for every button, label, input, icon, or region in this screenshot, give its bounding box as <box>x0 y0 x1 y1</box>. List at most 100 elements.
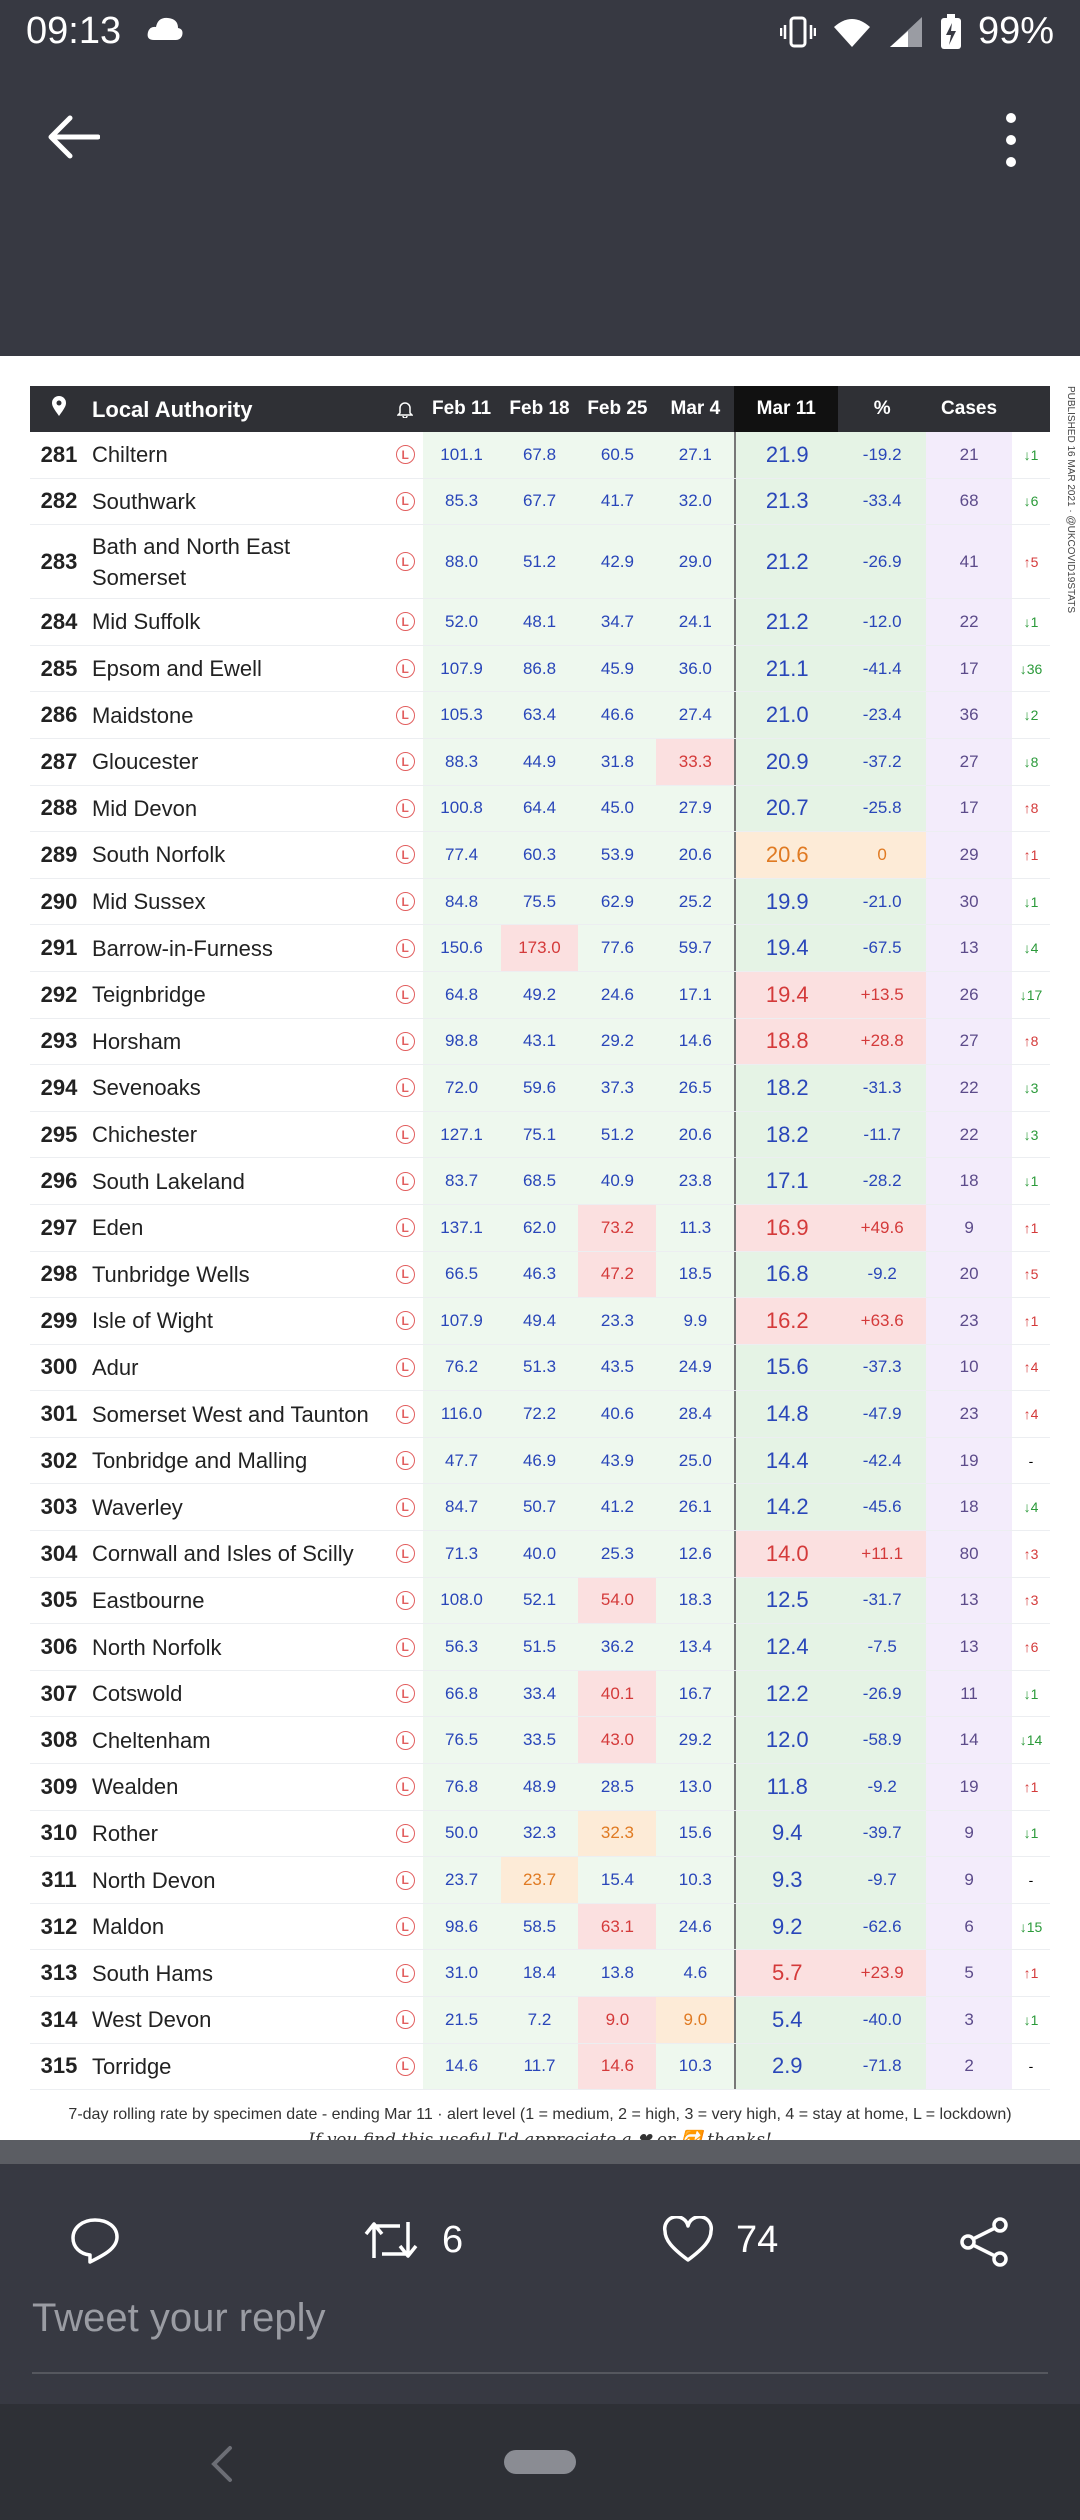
lockdown-badge: L <box>395 552 415 572</box>
table-row: 315 Torridge L 14.6 11.7 14.6 10.3 2.9 -71.8 2- <box>30 2043 1050 2091</box>
cases-count: 9 <box>926 1857 1013 1903</box>
rank-change: - <box>1028 1872 1034 1889</box>
bell-icon <box>397 402 414 418</box>
share-button[interactable] <box>958 2216 1012 2268</box>
rate-w4: 13.0 <box>656 1764 735 1810</box>
rank-cell: 306 <box>40 1634 78 1660</box>
lockdown-badge: L <box>395 752 415 772</box>
rate-w1: 105.3 <box>422 692 501 738</box>
rate-w2: 63.4 <box>500 692 579 738</box>
signal-icon <box>889 16 922 47</box>
lockdown-badge: L <box>395 1497 415 1517</box>
rate-w1: 137.1 <box>422 1204 501 1251</box>
current-rate: 21.1 <box>734 645 839 692</box>
authority-name: Epsom and Ewell <box>91 656 262 682</box>
rank-change: ↓2 <box>1023 707 1039 724</box>
reply-button[interactable] <box>70 2216 120 2264</box>
rate-w1: 127.1 <box>422 1111 501 1158</box>
rank-cell: 284 <box>40 608 78 634</box>
rate-w4: 26.5 <box>656 1065 735 1111</box>
lockdown-badge: L <box>395 1451 415 1471</box>
current-rate: 16.2 <box>734 1298 839 1344</box>
rate-w4: 25.2 <box>656 878 735 925</box>
rate-w3: 51.2 <box>578 1111 657 1158</box>
rank-change: ↓3 <box>1023 1126 1039 1143</box>
retweet-button[interactable]: 6 <box>362 2216 463 2264</box>
retweet-icon <box>364 2222 418 2258</box>
table-row: 297 Eden L 137.1 62.0 73.2 11.3 16.9 +49.6 9 ↑1 <box>30 1204 1050 1252</box>
rate-w2: 48.9 <box>500 1764 579 1810</box>
cases-count: 20 <box>926 1251 1013 1298</box>
rate-w3: 73.2 <box>578 1204 657 1251</box>
rate-w1: 21.5 <box>422 1997 501 2043</box>
rate-w2: 51.2 <box>500 525 579 599</box>
current-rate: 14.8 <box>734 1391 839 1437</box>
rate-w2: 32.3 <box>500 1810 579 1857</box>
back-arrow-icon[interactable] <box>46 114 100 160</box>
pct-change: -7.5 <box>838 1624 927 1670</box>
rate-w4: 24.1 <box>656 599 735 645</box>
rate-w1: 31.0 <box>422 1950 501 1996</box>
rate-w2: 18.4 <box>500 1950 579 1996</box>
lockdown-badge: L <box>395 985 415 1005</box>
cases-count: 10 <box>926 1344 1013 1391</box>
authority-name: Eastbourne <box>91 1587 205 1613</box>
rate-w4: 28.4 <box>656 1391 735 1437</box>
rank-change: ↑8 <box>1023 800 1039 817</box>
tweet-actions: 6 74 Tweet your reply <box>0 2164 1080 2404</box>
rate-w1: 84.7 <box>422 1484 501 1531</box>
cases-count: 18 <box>926 1484 1013 1531</box>
alert-cell: L <box>388 1590 423 1610</box>
rate-w2: 62.0 <box>500 1204 579 1251</box>
rate-w1: 85.3 <box>422 478 501 525</box>
lockdown-badge: L <box>395 445 415 465</box>
rank-cell: 287 <box>40 748 78 774</box>
rank-cell: 291 <box>40 935 78 961</box>
authority-name: Maldon <box>91 1914 165 1940</box>
table-row: 292 Teignbridge L 64.8 49.2 24.6 17.1 19.4 +13.5… <box>30 971 1050 1019</box>
pct-change: +28.8 <box>838 1018 927 1065</box>
rate-w4: 29.2 <box>656 1717 735 1764</box>
pct-change: +49.6 <box>838 1204 927 1251</box>
rate-w2: 50.7 <box>500 1484 579 1531</box>
pct-change: -11.7 <box>838 1111 927 1158</box>
rank-change: ↑3 <box>1023 1592 1039 1609</box>
cases-count: 21 <box>926 432 1013 478</box>
authority-name: Mid Sussex <box>91 889 206 915</box>
current-rate: 9.2 <box>734 1903 839 1950</box>
cases-count: 17 <box>926 785 1013 832</box>
authority-name: Teignbridge <box>91 982 206 1008</box>
table-row: 306 North Norfolk L 56.3 51.5 36.2 13.4 12.4 -7.… <box>30 1624 1050 1671</box>
cases-count: 26 <box>926 971 1013 1018</box>
cases-count: 30 <box>926 878 1013 925</box>
cases-count: 23 <box>926 1391 1013 1437</box>
rate-w3: 43.0 <box>578 1717 657 1764</box>
reply-input[interactable]: Tweet your reply <box>32 2296 326 2340</box>
authority-name: Tunbridge Wells <box>91 1261 250 1287</box>
like-button[interactable]: 74 <box>662 2216 778 2264</box>
current-rate: 18.2 <box>734 1065 839 1111</box>
nav-back-icon[interactable] <box>210 2444 234 2484</box>
lockdown-badge: L <box>395 1357 415 1377</box>
lockdown-badge: L <box>395 2010 415 2030</box>
rate-w1: 101.1 <box>422 432 501 478</box>
lockdown-badge: L <box>395 1777 415 1797</box>
lockdown-badge: L <box>395 845 415 865</box>
cases-count: 18 <box>926 1158 1013 1204</box>
current-rate: 16.9 <box>734 1204 839 1251</box>
rate-w3: 24.6 <box>578 971 657 1018</box>
nav-home-pill[interactable] <box>504 2450 576 2474</box>
rate-w1: 84.8 <box>422 878 501 925</box>
rank-change: - <box>1028 2058 1034 2075</box>
wifi-icon <box>833 18 870 47</box>
table-row: 291 Barrow-in-Furness L 150.6 173.0 77.6 59.7 1… <box>30 925 1050 972</box>
table-row: 281 Chiltern L 101.1 67.8 60.5 27.1 21.9 -19.2 21… <box>30 432 1050 479</box>
rate-w4: 23.8 <box>656 1158 735 1204</box>
authority-name: Cotswold <box>91 1681 183 1707</box>
rank-change: ↑4 <box>1023 1406 1039 1423</box>
more-options-icon[interactable] <box>996 110 1026 170</box>
tweet-image[interactable]: Local Authority Feb 11 Feb 18 Feb 25 Mar… <box>0 356 1080 2140</box>
header-w4: Mar 4 <box>670 398 721 419</box>
rate-w3: 62.9 <box>578 878 657 925</box>
app-bar <box>0 66 1080 356</box>
